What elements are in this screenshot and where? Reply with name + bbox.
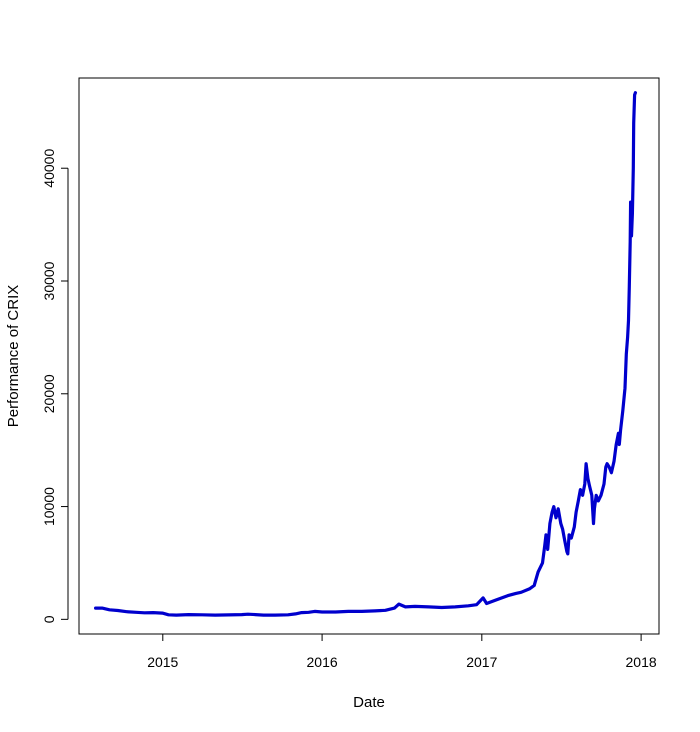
y-tick-label: 0 [41,615,57,623]
y-tick-label: 40000 [41,149,57,188]
crix-performance-line [94,91,637,617]
x-tick-label: 2016 [307,654,338,670]
y-tick-label: 20000 [41,374,57,413]
x-axis: 2015 2016 2017 2018 [147,633,657,670]
x-tick-label: 2017 [466,654,497,670]
x-axis-title: Date [353,694,385,711]
y-axis: 0 10000 20000 30000 40000 [41,149,69,623]
x-tick-label: 2015 [147,654,178,670]
y-tick-label: 30000 [41,261,57,300]
y-axis-title: Performance of CRIX [5,285,22,428]
y-tick-label: 10000 [41,487,57,526]
x-tick-label: 2018 [626,654,657,670]
plot-frame [78,77,660,635]
